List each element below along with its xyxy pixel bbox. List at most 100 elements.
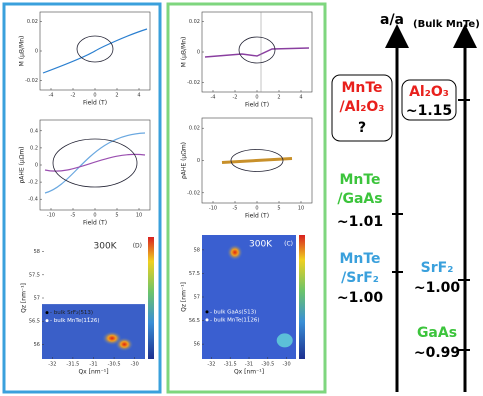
x-tick-label: 2 bbox=[277, 95, 280, 101]
x-tick-label: -31 bbox=[245, 362, 253, 368]
x-tick-label: -31.5 bbox=[224, 362, 237, 368]
x-tick-label: 0 bbox=[93, 93, 96, 99]
film-label: /GaAs bbox=[337, 191, 382, 207]
x-tick-label: 5 bbox=[277, 206, 280, 212]
peak bbox=[277, 333, 293, 347]
x-axis-label: Field (T) bbox=[245, 213, 269, 220]
peak bbox=[115, 337, 133, 351]
peak bbox=[227, 244, 243, 260]
x-tick-label: -2 bbox=[71, 93, 76, 99]
y-tick-label: -0.02 bbox=[187, 80, 200, 86]
legend-marker bbox=[46, 311, 49, 314]
y-tick-label: 56.5 bbox=[189, 318, 200, 324]
plot-frame bbox=[202, 12, 312, 92]
x-tick-label: -4 bbox=[211, 95, 216, 101]
y-axis-label: Qz [nm⁻¹] bbox=[21, 283, 28, 313]
x-tick-label: -30.5 bbox=[261, 362, 274, 368]
legend-label: - bulk SrF₂(513) bbox=[50, 310, 93, 316]
y-tick-label: 0.4 bbox=[30, 128, 38, 134]
x-tick-label: 10 bbox=[298, 206, 304, 212]
x-tick-label: -30 bbox=[131, 362, 139, 368]
x-tick-label: 4 bbox=[137, 93, 140, 99]
y-tick-label: 56 bbox=[34, 342, 40, 348]
x-tick-label: -31.5 bbox=[66, 362, 79, 368]
x-axis-label: Field (T) bbox=[83, 100, 107, 107]
y-tick-label: 0.02 bbox=[189, 126, 200, 132]
ratio: ~1.00 bbox=[337, 290, 384, 306]
y-tick-label: 57.5 bbox=[29, 272, 40, 278]
x-tick-label: -32 bbox=[207, 362, 215, 368]
panel-label: (C) bbox=[284, 241, 293, 248]
temperature: 300K bbox=[94, 242, 118, 252]
y-tick-label: 58 bbox=[194, 247, 200, 253]
y-axis-label: ρAHE (μΩm) bbox=[19, 146, 26, 183]
x-tick-label: -30.5 bbox=[108, 362, 121, 368]
legend-label: - bulk MnTe(11̄26) bbox=[50, 317, 100, 324]
y-tick-label: 56.5 bbox=[29, 319, 40, 325]
x-axis-label: Field (T) bbox=[245, 102, 269, 109]
x-tick-label: 4 bbox=[299, 95, 302, 101]
ratio: ~1.15 bbox=[406, 103, 452, 119]
y-tick-label: -0.02 bbox=[187, 190, 200, 196]
plot-frame bbox=[40, 120, 150, 210]
x-tick-label: -5 bbox=[71, 213, 76, 219]
x-tick-label: -31 bbox=[89, 362, 97, 368]
x-tick-label: -10 bbox=[209, 206, 217, 212]
x-tick-label: -2 bbox=[233, 95, 238, 101]
film-label: MnTe bbox=[341, 80, 382, 96]
y-tick-label: 58 bbox=[34, 249, 40, 255]
y-tick-label: 0.2 bbox=[30, 145, 38, 151]
x-tick-label: -32 bbox=[48, 362, 56, 368]
y-axis-label: Qz [nm⁻¹] bbox=[181, 282, 188, 312]
figure: a/a (Bulk MnTe) MnTe /Al₂O₃ ? MnTe /GaAs… bbox=[0, 0, 483, 396]
y-axis-label: M (μB/Mn) bbox=[181, 37, 188, 68]
y-axis-label: ρAHE (μΩm) bbox=[181, 142, 188, 179]
ratio: ~1.01 bbox=[337, 214, 383, 230]
y-tick-label: 0 bbox=[35, 49, 38, 55]
film-label: /SrF₂ bbox=[341, 270, 379, 286]
film-label: /Al₂O₃ bbox=[340, 99, 385, 115]
film-label: MnTe bbox=[339, 251, 380, 267]
x-tick-label: 0 bbox=[255, 95, 258, 101]
x-tick-label: 0 bbox=[255, 206, 258, 212]
x-tick-label: -30 bbox=[283, 362, 291, 368]
y-tick-label: -0.2 bbox=[28, 180, 38, 186]
x-tick-label: 0 bbox=[93, 213, 96, 219]
y-tick-label: 56 bbox=[194, 342, 200, 348]
x-tick-label: -10 bbox=[47, 213, 55, 219]
ratio: ~1.00 bbox=[414, 280, 461, 296]
y-tick-label: 0 bbox=[197, 158, 200, 164]
y-axis-label: M (μB/Mn) bbox=[19, 36, 26, 67]
legend-label: - bulk MnTe(11̄26) bbox=[210, 316, 260, 323]
substrate-label: SrF₂ bbox=[421, 260, 454, 276]
legend-label: - bulk GaAs(513) bbox=[210, 309, 256, 315]
legend-marker bbox=[46, 319, 49, 322]
title: a/a bbox=[380, 12, 404, 28]
x-tick-label: -4 bbox=[49, 93, 54, 99]
x-tick-label: -5 bbox=[233, 206, 238, 212]
colorbar bbox=[299, 235, 305, 359]
x-tick-label: 10 bbox=[136, 213, 142, 219]
colorbar bbox=[148, 237, 154, 359]
y-tick-label: 0.02 bbox=[189, 19, 200, 25]
y-tick-label: 57 bbox=[34, 296, 40, 302]
y-tick-label: 0 bbox=[35, 163, 38, 169]
y-tick-label: -0.4 bbox=[28, 197, 38, 203]
panel-label: (D) bbox=[133, 243, 142, 250]
ratio: ? bbox=[358, 120, 366, 136]
ratio: ~0.99 bbox=[414, 345, 460, 361]
y-tick-label: 57.5 bbox=[189, 271, 200, 277]
x-axis-label: Field (T) bbox=[83, 220, 107, 227]
y-tick-label: -0.02 bbox=[25, 78, 38, 84]
legend-marker bbox=[206, 318, 209, 321]
right-panel: a/a (Bulk MnTe) MnTe /Al₂O₃ ? MnTe /GaAs… bbox=[332, 12, 480, 392]
y-tick-label: 57 bbox=[194, 295, 200, 301]
film-label: MnTe bbox=[339, 172, 380, 188]
substrate-label: GaAs bbox=[417, 325, 457, 341]
y-tick-label: 0 bbox=[197, 50, 200, 56]
x-axis-label: Qx [nm⁻¹] bbox=[78, 369, 108, 376]
x-tick-label: 5 bbox=[115, 213, 118, 219]
substrate-label: Al₂O₃ bbox=[409, 84, 449, 100]
temperature: 300K bbox=[249, 240, 273, 250]
y-tick-label: 0.02 bbox=[27, 19, 38, 25]
